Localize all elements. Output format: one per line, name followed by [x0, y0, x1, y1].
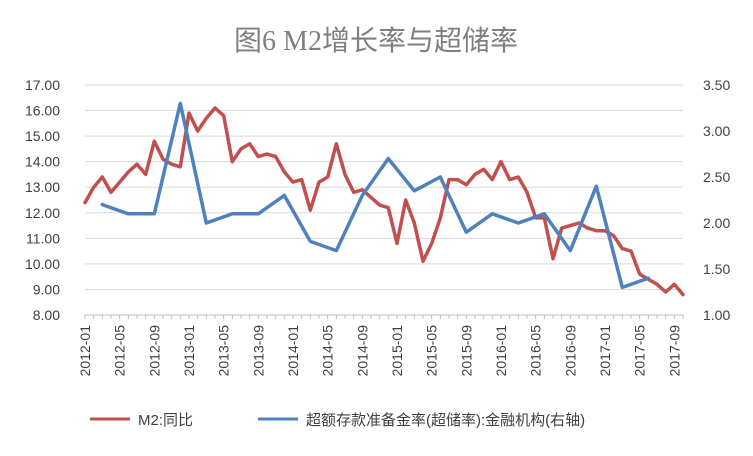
x-tick-label: 2014-09 [354, 325, 370, 377]
x-tick-label: 2014-01 [285, 325, 301, 377]
left-tick-label: 14.00 [25, 154, 60, 170]
left-tick-label: 12.00 [25, 205, 60, 221]
right-tick-label: 3.50 [703, 77, 730, 93]
left-y-axis: 8.00 9.00 10.00 11.00 12.00 13.00 14.00 15.00 16… [25, 77, 60, 323]
gridlines [85, 84, 683, 316]
left-tick-label: 8.00 [33, 307, 60, 323]
left-tick-label: 16.00 [25, 103, 60, 119]
right-tick-label: 3.00 [703, 123, 730, 139]
x-tick-label: 2016-01 [493, 325, 509, 377]
left-tick-label: 11.00 [26, 230, 60, 246]
left-tick-label: 15.00 [25, 128, 60, 144]
x-tick-label: 2017-09 [666, 325, 682, 377]
right-tick-label: 2.00 [703, 215, 730, 231]
right-y-axis: 1.00 1.50 2.00 2.50 3.00 3.50 [703, 77, 730, 323]
right-tick-label: 1.50 [703, 261, 730, 277]
left-tick-label: 9.00 [33, 281, 60, 297]
x-tick-label: 2015-05 [424, 325, 440, 377]
x-tick-label: 2016-09 [562, 325, 578, 377]
x-tick-label: 2013-05 [216, 325, 232, 377]
x-tick-label: 2012-05 [112, 325, 128, 377]
series-line-m2 [83, 106, 685, 297]
x-tick-label: 2017-01 [597, 325, 613, 377]
left-tick-label: 17.00 [25, 77, 60, 93]
x-tick-label: 2017-05 [632, 325, 648, 377]
left-tick-label: 10.00 [25, 256, 60, 272]
series-layer [83, 101, 685, 297]
chart-title: 图6 M2增长率与超储率 [234, 25, 518, 57]
x-tick-label: 2016-05 [528, 325, 544, 377]
x-axis: 2012-01 2012-05 2012-09 2013-01 2013-05 2013-… [77, 314, 684, 377]
x-tick-label: 2014-05 [320, 325, 336, 377]
x-tick-label: 2012-01 [77, 325, 93, 377]
x-tick-label: 2015-01 [389, 325, 405, 377]
legend-label-excess-reserve: 超额存款准备金率(超储率):金融机构(右轴) [306, 412, 585, 429]
legend-label-m2: M2:同比 [138, 412, 193, 429]
right-tick-label: 2.50 [703, 169, 730, 185]
series-line-excess-reserve [100, 101, 651, 290]
right-tick-label: 1.00 [703, 307, 730, 323]
x-tick-label: 2012-09 [146, 325, 162, 377]
legend: M2:同比 超额存款准备金率(超储率):金融机构(右轴) [90, 412, 585, 429]
x-tick-label: 2015-09 [458, 325, 474, 377]
x-tick-label: 2013-09 [250, 325, 266, 377]
left-tick-label: 13.00 [25, 179, 60, 195]
x-tick-label: 2013-01 [181, 325, 197, 377]
